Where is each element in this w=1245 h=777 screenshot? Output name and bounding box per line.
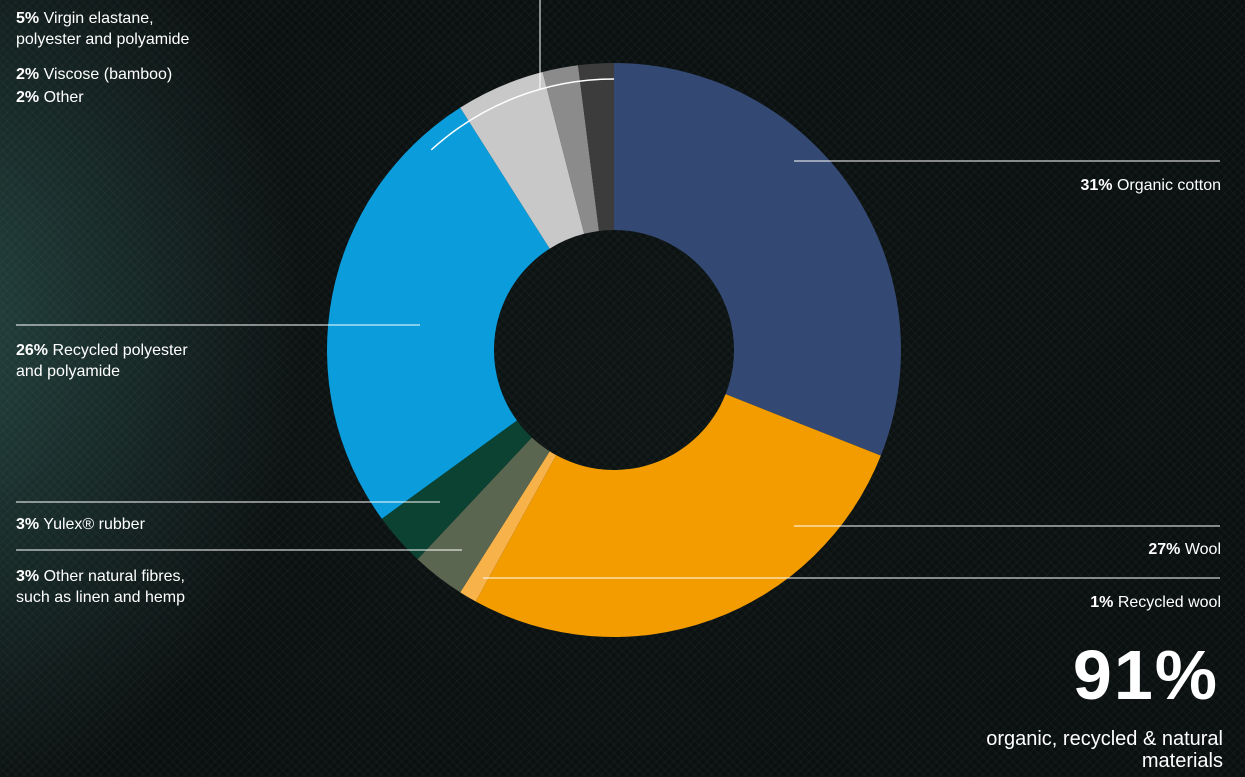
label-natural-pct: 3% bbox=[16, 568, 40, 585]
slice-yulex-rubber bbox=[381, 420, 532, 560]
label-recycled-poly-text-2: and polyamide bbox=[16, 363, 121, 380]
label-wool: 27% Wool bbox=[1148, 539, 1221, 560]
label-other-natural: 3% Other natural fibres, such as linen a… bbox=[16, 566, 185, 608]
label-cotton-text: Organic cotton bbox=[1112, 177, 1221, 194]
label-other-text: Other bbox=[39, 89, 84, 106]
label-yulex-pct: 3% bbox=[16, 516, 40, 533]
label-yulex: 3% Yulex® rubber bbox=[16, 514, 145, 535]
label-virgin-text-2: polyester and polyamide bbox=[16, 31, 190, 48]
label-viscose: 2% Viscose (bamboo) bbox=[16, 64, 172, 85]
slice-recycled-wool bbox=[460, 451, 557, 602]
label-viscose-text: Viscose (bamboo) bbox=[39, 66, 173, 83]
slice-other-natural-fibres-such-as-linen-and-hemp bbox=[417, 437, 550, 593]
label-viscose-pct: 2% bbox=[16, 66, 40, 83]
summary-percentage: 91% bbox=[1072, 636, 1219, 714]
label-recycled-poly-text-1: Recycled polyester bbox=[48, 342, 188, 359]
summary-caption: organic, recycled & natural materials bbox=[986, 728, 1223, 772]
slice-organic-cotton bbox=[614, 63, 901, 456]
slice-viscose-bamboo bbox=[542, 65, 599, 234]
label-virgin-pct: 5% bbox=[16, 10, 40, 27]
label-recycled-wool-text: Recycled wool bbox=[1113, 594, 1221, 611]
label-other-pct: 2% bbox=[16, 89, 40, 106]
label-cotton-pct: 31% bbox=[1080, 177, 1113, 194]
label-recycled-polyester: 26% Recycled polyester and polyamide bbox=[16, 340, 188, 382]
label-organic-cotton: 31% Organic cotton bbox=[1080, 175, 1221, 196]
label-virgin-text-1: Virgin elastane, bbox=[39, 10, 154, 27]
slice-other bbox=[578, 63, 614, 231]
label-yulex-text: Yulex® rubber bbox=[39, 516, 145, 533]
label-wool-text: Wool bbox=[1180, 541, 1221, 558]
label-wool-pct: 27% bbox=[1148, 541, 1181, 558]
slice-virgin-elastane-polyester-and-polyamide bbox=[460, 72, 585, 249]
label-virgin-elastane: 5% Virgin elastane, polyester and polyam… bbox=[16, 8, 189, 50]
slice-wool bbox=[475, 394, 881, 637]
label-recycled-poly-pct: 26% bbox=[16, 342, 49, 359]
label-recycled-wool: 1% Recycled wool bbox=[1090, 592, 1221, 613]
leader-bracket-small-slices bbox=[430, 78, 615, 151]
label-recycled-wool-pct: 1% bbox=[1090, 594, 1114, 611]
slice-recycled-polyester-and-polyamide bbox=[327, 107, 550, 519]
label-other: 2% Other bbox=[16, 87, 84, 108]
label-natural-text-1: Other natural fibres, bbox=[39, 568, 185, 585]
label-natural-text-2: such as linen and hemp bbox=[16, 589, 185, 606]
